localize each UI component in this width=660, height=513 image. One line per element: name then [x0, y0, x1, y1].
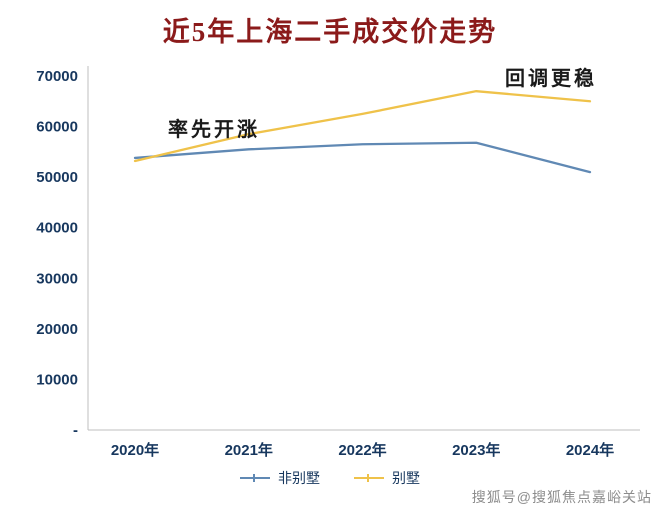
chart-legend: 非别墅 别墅	[0, 468, 660, 488]
legend-item: 别墅	[354, 468, 420, 488]
y-tick-label: 30000	[36, 270, 78, 287]
chart-title: 近5年上海二手成交价走势	[162, 17, 498, 47]
legend-label: 非别墅	[278, 470, 320, 486]
series-line-0	[133, 141, 592, 174]
y-tick-label: 10000	[36, 371, 78, 388]
y-tick-label: 60000	[36, 119, 78, 136]
legend-label: 别墅	[392, 470, 420, 486]
x-tick-label: 2023年	[452, 441, 500, 459]
legend-line-swatch	[240, 474, 270, 482]
line-chart-canvas: - 10000 20000 30000 40000 50000 60000 70000 2020…	[36, 66, 640, 459]
x-tick-label: 2021年	[225, 441, 273, 459]
series-line-1	[133, 90, 592, 163]
y-tick-label: 50000	[36, 169, 78, 186]
x-tick-label: 2020年	[111, 441, 159, 459]
y-tick-label: 20000	[36, 321, 78, 338]
y-tick-label: 70000	[36, 68, 78, 85]
x-tick-label: 2022年	[338, 441, 386, 459]
legend-line-swatch	[354, 474, 384, 482]
watermark-text: 搜狐号@搜狐焦点嘉峪关站	[471, 489, 652, 505]
legend-item: 非别墅	[240, 468, 320, 488]
y-tick-label: -	[73, 422, 78, 439]
annotation-rose-first: 率先开涨	[168, 119, 260, 141]
x-tick-label: 2024年	[566, 441, 614, 459]
y-tick-label: 40000	[36, 220, 78, 237]
annotation-pullback-stable: 回调更稳	[505, 68, 597, 90]
